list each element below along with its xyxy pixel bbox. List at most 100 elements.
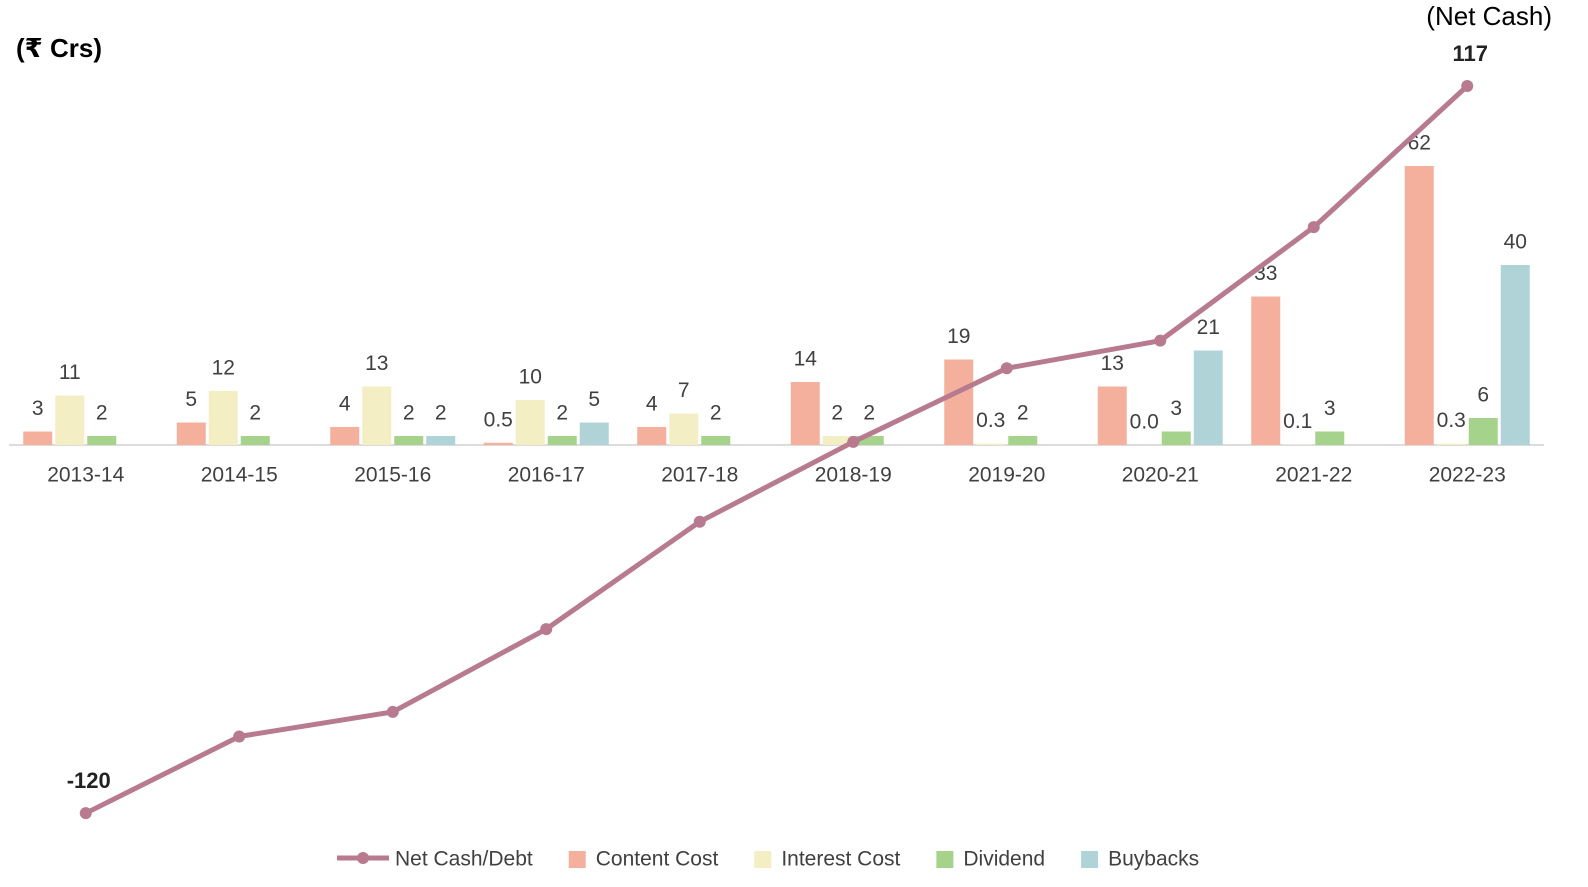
bar-value-label: 19: [947, 325, 970, 348]
line-point: [1307, 221, 1320, 234]
bar-value-label: 3: [32, 397, 44, 420]
bar: [240, 436, 270, 445]
bar: [701, 436, 731, 445]
bar-value-label: 5: [588, 388, 600, 411]
bar: [87, 436, 117, 445]
line-value-label: 117: [1453, 41, 1489, 66]
x-tick-label: 2022-23: [1429, 464, 1506, 487]
legend-label: Interest Cost: [781, 848, 900, 871]
legend-label: Buybacks: [1108, 848, 1199, 871]
bar-value-label: 13: [365, 352, 388, 375]
legend-label: Dividend: [963, 848, 1045, 871]
bar-value-label: 0.1: [1283, 410, 1312, 433]
bar: [362, 386, 392, 445]
legend-swatch: [1081, 851, 1099, 868]
bar-value-label: 4: [646, 393, 658, 416]
bar: [1251, 296, 1281, 445]
bar: [1468, 418, 1498, 445]
x-tick-label: 2019-20: [968, 464, 1045, 487]
line-point: [1000, 362, 1013, 375]
line-point: [1154, 334, 1167, 347]
bar: [176, 422, 206, 445]
bar-value-label: 6: [1477, 384, 1489, 407]
bar: [1500, 265, 1530, 445]
bar-value-label: 13: [1101, 352, 1124, 375]
bar: [669, 413, 699, 445]
bar-value-label: 2: [1017, 402, 1029, 425]
line-value-label: -120: [67, 768, 111, 793]
bar: [1436, 443, 1466, 445]
bar-value-label: 5: [185, 388, 197, 411]
bar-value-label: 0.3: [1437, 409, 1466, 432]
legend-label: Content Cost: [596, 848, 719, 871]
bar-value-label: 10: [519, 366, 542, 389]
line-point: [847, 435, 860, 448]
x-tick-label: 2013-14: [47, 464, 124, 487]
bar: [944, 359, 974, 445]
bar: [579, 422, 609, 445]
bar-value-label: 0.5: [484, 408, 513, 431]
line-point: [1461, 80, 1474, 93]
bar-value-label: 7: [678, 379, 690, 402]
line-point: [79, 807, 92, 820]
bar-value-label: 3: [1324, 397, 1336, 420]
bar: [426, 436, 456, 445]
x-tick-label: 2015-16: [354, 464, 431, 487]
bar: [854, 436, 884, 445]
bar: [208, 391, 238, 445]
legend-label: Net Cash/Debt: [395, 848, 533, 871]
net-cash-annotation: (Net Cash): [1426, 1, 1552, 31]
bar: [1404, 166, 1434, 445]
bar: [1193, 350, 1223, 445]
x-tick-label: 2021-22: [1275, 464, 1352, 487]
line-point: [386, 705, 399, 718]
legend-marker: [357, 852, 369, 864]
bar-value-label: 0.3: [976, 409, 1005, 432]
x-tick-label: 2020-21: [1122, 464, 1199, 487]
bar-value-label: 3: [1170, 397, 1182, 420]
bar: [23, 431, 53, 445]
bar: [1097, 386, 1127, 445]
line: [84, 84, 1469, 816]
bar: [515, 400, 545, 445]
bar: [790, 382, 820, 445]
bar-value-label: 21: [1197, 316, 1220, 339]
bar-value-label: 2: [96, 402, 108, 425]
bar-value-label: 2: [249, 402, 261, 425]
bar: [1008, 436, 1038, 445]
line-point: [693, 515, 706, 528]
x-tick-label: 2014-15: [201, 464, 278, 487]
bar: [637, 427, 667, 445]
bar-value-label: 2: [403, 402, 415, 425]
bar: [976, 443, 1006, 445]
bar: [483, 442, 513, 445]
bar: [1161, 431, 1191, 445]
legend-swatch: [568, 851, 586, 868]
line-point: [540, 623, 553, 636]
bar: [1315, 431, 1345, 445]
x-tick-label: 2018-19: [815, 464, 892, 487]
bar: [55, 395, 85, 445]
line-point: [233, 730, 246, 743]
bar-value-label: 40: [1504, 231, 1527, 254]
bar-value-label: 2: [556, 402, 568, 425]
bar: [822, 436, 852, 445]
bar-value-label: 4: [339, 393, 351, 416]
x-tick-label: 2016-17: [508, 464, 585, 487]
legend-swatch: [754, 851, 772, 868]
legend-swatch: [936, 851, 954, 868]
bar-value-label: 2: [863, 402, 875, 425]
bar-value-label: 11: [59, 361, 81, 384]
bar: [330, 427, 360, 445]
bar: [547, 436, 577, 445]
bar-value-label: 2: [710, 402, 722, 425]
bar-value-label: 2: [435, 402, 447, 425]
bar-value-label: 14: [794, 348, 818, 371]
bar: [394, 436, 424, 445]
bar-value-label: 0.0: [1130, 411, 1159, 434]
bar-value-label: 2: [831, 402, 843, 425]
bar-value-label: 12: [212, 357, 235, 380]
x-tick-label: 2017-18: [661, 464, 738, 487]
unit-annotation: (₹ Crs): [16, 33, 102, 63]
